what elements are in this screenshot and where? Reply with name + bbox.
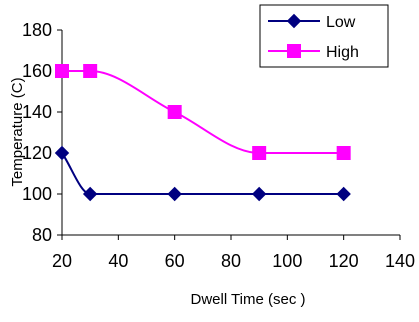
y-tick-label: 180 [22, 20, 52, 40]
data-point-high [252, 146, 267, 160]
data-point-low [167, 186, 182, 202]
x-tick-label: 20 [52, 251, 72, 271]
y-tick-label: 160 [22, 61, 52, 81]
data-point-low [251, 186, 267, 202]
legend-label-low: Low [326, 14, 356, 31]
series-line-high [62, 70, 344, 155]
data-point-high [55, 64, 69, 78]
data-point-high [167, 105, 182, 119]
data-point-high [83, 64, 98, 78]
x-tick-label: 60 [165, 251, 185, 271]
y-tick-label: 140 [22, 102, 52, 122]
y-tick-label: 80 [32, 225, 52, 245]
y-tick-label: 120 [22, 143, 52, 163]
x-tick-label: 120 [329, 251, 359, 271]
x-tick-label: 140 [385, 251, 415, 271]
x-tick-label: 40 [108, 251, 128, 271]
y-tick-label: 100 [22, 184, 52, 204]
legend-box [259, 4, 389, 68]
legend-marker-high [287, 44, 301, 58]
y-axis-title: Temperature (C) [9, 77, 26, 186]
x-tick-label: 80 [221, 251, 241, 271]
legend-marker-low [286, 13, 302, 29]
series-line-low [61, 152, 344, 196]
data-point-low [82, 186, 98, 202]
x-axis-title: Dwell Time (sec ) [190, 291, 305, 308]
data-point-high [336, 146, 351, 160]
legend-label-high: High [326, 44, 359, 61]
x-tick-label: 100 [272, 251, 302, 271]
data-point-low [336, 186, 351, 202]
data-point-low [54, 145, 70, 161]
